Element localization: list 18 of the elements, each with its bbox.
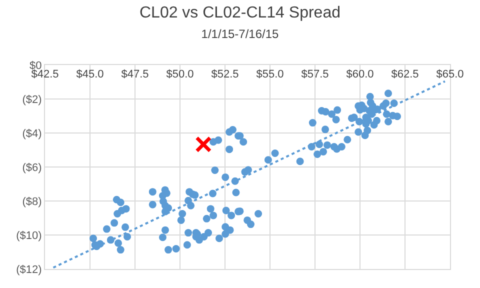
- y-tick-label: ($6): [22, 162, 42, 174]
- x-tick-label: $60.0: [346, 68, 374, 80]
- y-tick-label: ($10): [16, 230, 42, 242]
- x-tick-label: $55.0: [256, 68, 284, 80]
- x-tick-label: $52.5: [211, 68, 239, 80]
- x-tick-label: $65.0: [436, 68, 464, 80]
- chart-title: CL02 vs CL02-CL14 Spread: [139, 4, 341, 22]
- x-tick-label: $57.5: [301, 68, 329, 80]
- chart-subtitle: 1/1/15-7/16/15: [201, 27, 280, 42]
- y-tick-label: ($8): [22, 196, 42, 208]
- y-tick-label: ($2): [22, 94, 42, 106]
- x-tick-label: $62.5: [391, 68, 419, 80]
- x-tick-label: $50.0: [166, 68, 194, 80]
- y-tick-label: ($12): [16, 264, 42, 276]
- y-tick-label: ($4): [22, 128, 42, 140]
- x-tick-label: $42.5: [31, 68, 59, 80]
- x-tick-label: $45.0: [76, 68, 104, 80]
- x-tick-label: $47.5: [121, 68, 149, 80]
